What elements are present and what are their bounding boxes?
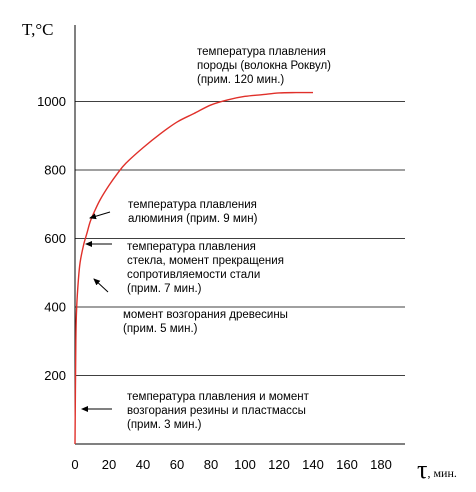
annotation-aluminium: температура плавления алюминия (прим. 9 …	[89, 199, 258, 225]
y-tick-labels: 200 400 600 800 1000	[37, 94, 66, 383]
annotation-text: момент возгорания древесины	[123, 309, 288, 321]
annotation-rockwool: температура плавления породы (волокна Ро…	[197, 46, 331, 86]
x-axis-unit: , мин.	[427, 466, 456, 480]
x-tick-label: 100	[234, 457, 256, 472]
y-tick-label: 200	[44, 368, 66, 383]
y-axis-label: T,°C	[22, 20, 54, 39]
x-tick-label: 60	[170, 457, 184, 472]
x-tick-label: 0	[71, 457, 78, 472]
x-tick-label: 180	[370, 457, 392, 472]
annotation-text: сопротивляемости стали	[127, 269, 260, 281]
annotation-text: температура плавления	[197, 46, 326, 58]
annotation-text: температура плавления	[128, 199, 257, 211]
axes	[74, 25, 405, 445]
x-tick-label: 20	[102, 457, 116, 472]
x-tick-label: 120	[268, 457, 290, 472]
x-tick-label: 40	[136, 457, 150, 472]
gridlines	[75, 101, 405, 376]
x-tick-label: 160	[336, 457, 358, 472]
x-tick-label: 80	[204, 457, 218, 472]
annotation-arrow	[89, 211, 111, 220]
x-axis-symbol: τ	[417, 455, 427, 484]
annotation-glass: температура плавления стекла, момент пре…	[85, 241, 284, 295]
annotation-arrow	[93, 278, 109, 293]
annotation-rubber: температура плавления и момент возгорани…	[81, 391, 310, 431]
y-tick-label: 600	[44, 231, 66, 246]
annotations: температура плавления породы (волокна Ро…	[81, 46, 331, 431]
annotation-text: возгорания резины и пластмассы	[127, 405, 306, 417]
annotation-wood: момент возгорания древесины (прим. 5 мин…	[93, 278, 288, 335]
annotation-text: стекла, момент прекращения	[127, 255, 284, 267]
annotation-text: (прим. 120 мин.)	[197, 74, 284, 86]
x-axis-label: τ, мин.	[417, 455, 457, 484]
x-tick-label: 140	[302, 457, 324, 472]
x-tick-labels: 0 20 40 60 80 100 120 140 160 180	[71, 457, 391, 472]
annotation-text: алюминия (прим. 9 мин)	[128, 213, 258, 225]
y-tick-label: 1000	[37, 94, 66, 109]
series-line	[74, 91, 314, 445]
annotation-text: (прим. 3 мин.)	[127, 419, 202, 431]
y-tick-label: 800	[44, 163, 66, 178]
annotation-text: температура плавления и момент	[127, 391, 310, 403]
annotation-text: (прим. 5 мин.)	[123, 323, 198, 335]
annotation-text: температура плавления	[127, 241, 256, 253]
annotation-text: породы (волокна Роквул)	[197, 60, 331, 72]
y-tick-label: 400	[44, 300, 66, 315]
annotation-text: (прим. 7 мин.)	[127, 283, 202, 295]
